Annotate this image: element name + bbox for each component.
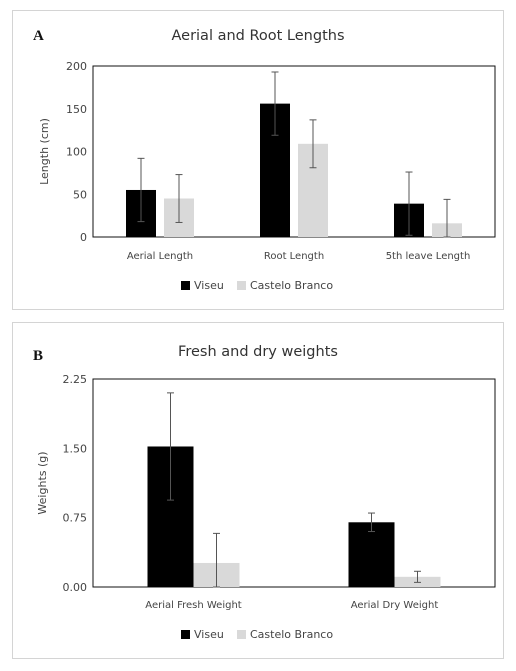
panel-label: B (33, 348, 43, 364)
y-tick-label: 50 (73, 188, 87, 201)
x-category-label: Root Length (264, 251, 324, 262)
x-category-label: Aerial Length (127, 251, 193, 262)
legend-swatch-viseu (181, 630, 190, 639)
y-tick-label: 0.75 (63, 512, 88, 525)
panel-label: A (33, 28, 44, 44)
legend-label: Viseu (194, 279, 224, 292)
legend-label: Castelo Branco (250, 279, 333, 292)
x-category-label: 5th leave Length (386, 251, 471, 262)
y-axis-label: Length (cm) (38, 118, 51, 185)
legend-label: Castelo Branco (250, 628, 333, 641)
bar-viseu (348, 522, 395, 587)
legend-label: Viseu (194, 628, 224, 641)
legend-swatch-castelo-branco (237, 281, 246, 290)
plot-frame (92, 378, 496, 588)
chart-panel-b: B Fresh and dry weights 0.00 0.75 1.50 2.25 We… (12, 322, 504, 659)
y-tick-label: 1.50 (63, 442, 88, 455)
x-category-label: Aerial Fresh Weight (145, 600, 242, 611)
chart-a-svg: A Aerial and Root Lengths 0 50 100 150 200 Leng… (33, 28, 496, 292)
x-category-label: Aerial Dry Weight (351, 600, 439, 611)
chart-b-svg: B Fresh and dry weights 0.00 0.75 1.50 2.25 We… (33, 344, 496, 641)
y-axis-label: Weights (g) (36, 451, 49, 514)
y-tick-label: 200 (66, 60, 87, 73)
legend-swatch-castelo-branco (237, 630, 246, 639)
plot-frame (92, 65, 496, 238)
y-tick-label: 0 (80, 231, 87, 244)
legend-swatch-viseu (181, 281, 190, 290)
y-tick-label: 150 (66, 103, 87, 116)
y-tick-label: 100 (66, 146, 87, 159)
chart-panel-a: A Aerial and Root Lengths 0 50 100 150 200 Leng… (12, 10, 504, 310)
y-tick-label: 2.25 (63, 373, 88, 386)
y-tick-label: 0.00 (63, 581, 88, 594)
chart-title: Aerial and Root Lengths (171, 28, 344, 44)
chart-title: Fresh and dry weights (178, 344, 338, 360)
